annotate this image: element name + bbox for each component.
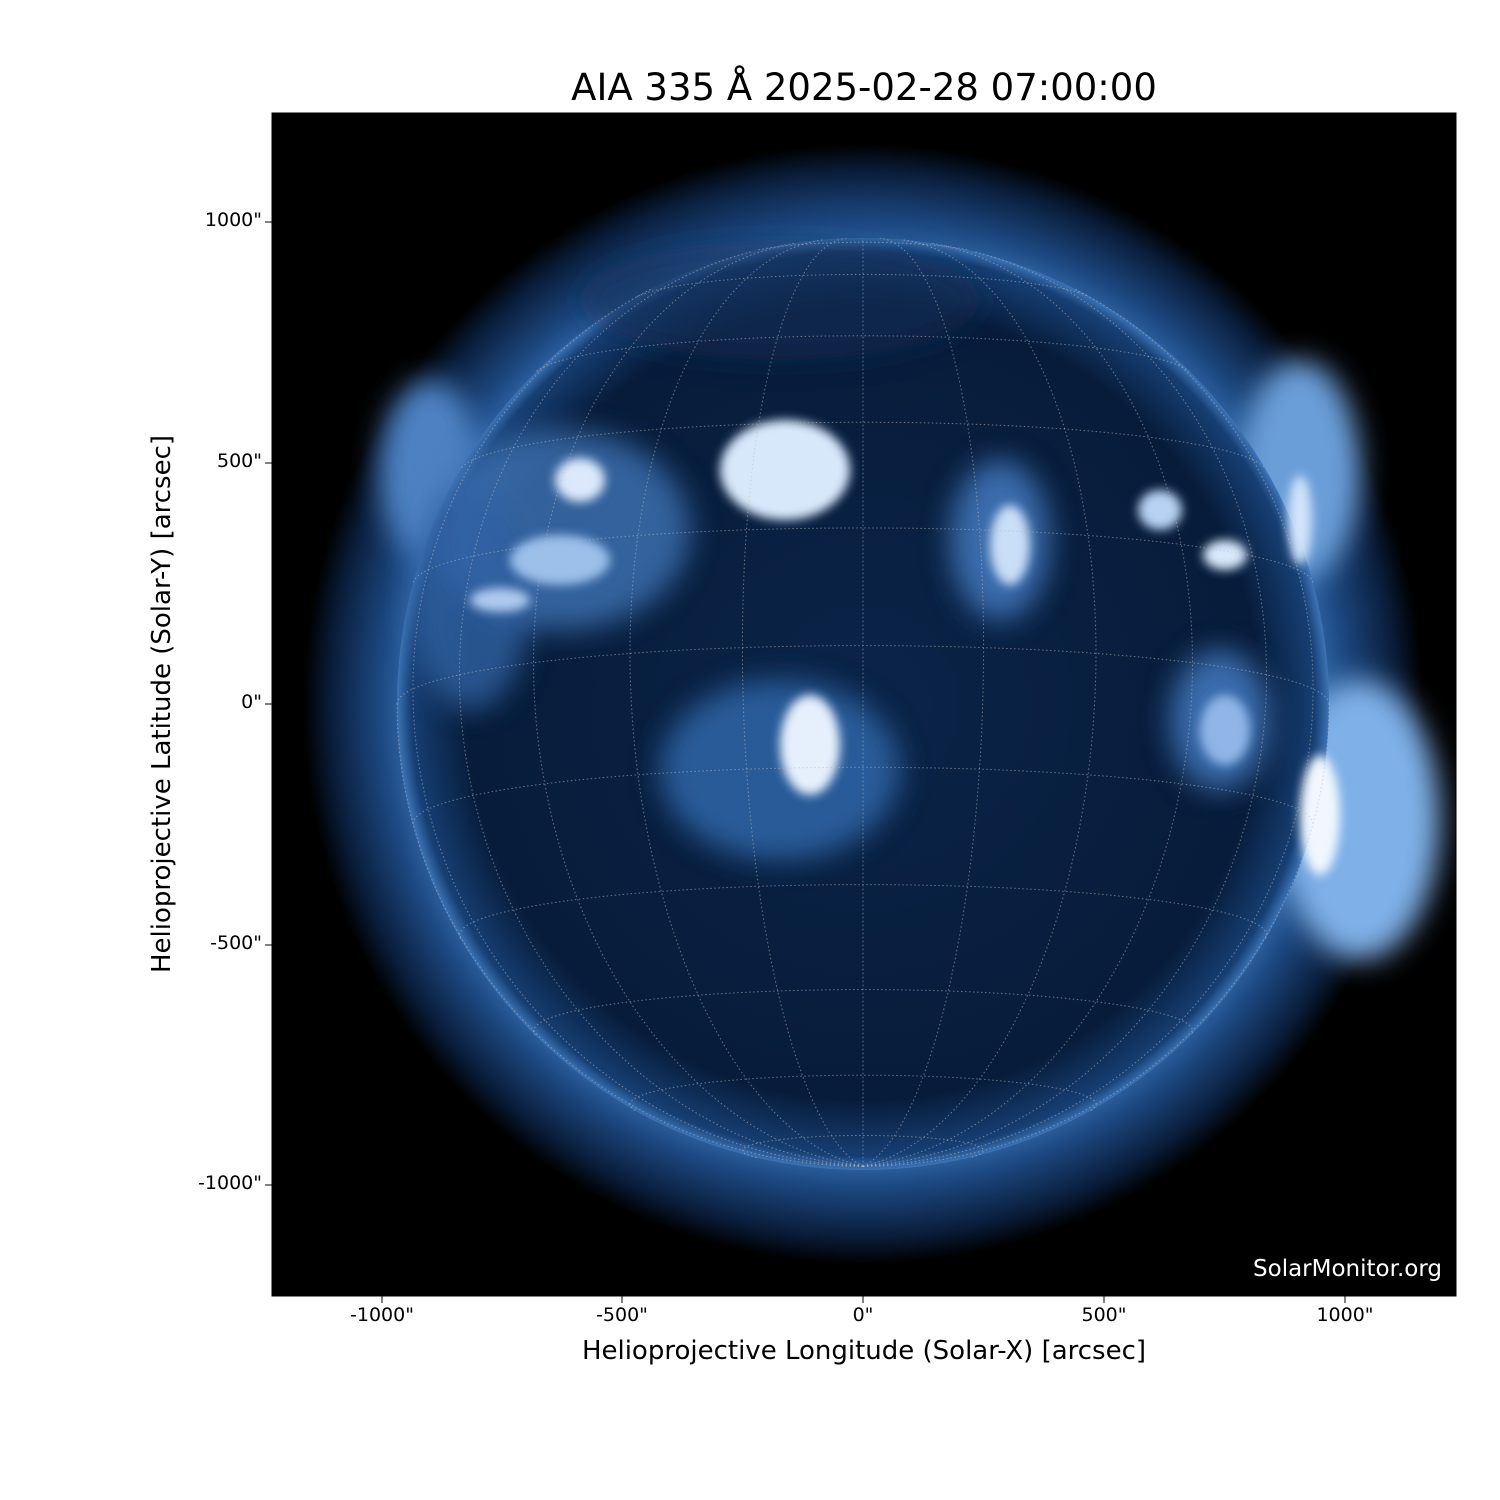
grid-line — [758, 241, 968, 251]
y-tick-label: 1000" — [204, 209, 262, 231]
y-tick-label: -1000" — [198, 1172, 262, 1194]
grid-line — [532, 989, 1194, 1036]
grid-line — [862, 288, 1314, 1167]
y-tick-label: 500" — [216, 450, 262, 472]
grid-line — [412, 766, 1314, 824]
grid-line — [412, 288, 864, 1167]
y-tick-label: 0" — [241, 691, 262, 713]
tick-marks — [265, 221, 1346, 1303]
bright-loops — [470, 420, 1340, 875]
x-tick-label: -500" — [596, 1304, 648, 1326]
x-tick-label: 500" — [1081, 1304, 1127, 1326]
grid-line — [412, 527, 1314, 583]
grid-line — [741, 237, 864, 1167]
grid-line — [396, 645, 1330, 705]
x-tick-label: -1000" — [350, 1304, 414, 1326]
y-tick-label: -500" — [210, 932, 262, 954]
watermark: SolarMonitor.org — [1253, 1256, 1442, 1282]
grid-line — [636, 273, 1090, 297]
grid-line — [536, 335, 1190, 372]
coordinate-grid — [396, 237, 1330, 1167]
grid-line — [862, 237, 985, 1167]
x-tick-label: 0" — [852, 1304, 874, 1326]
grid-line — [458, 884, 1268, 939]
y-axis-label: Helioprojective Latitude (Solar-Y) [arcs… — [147, 434, 177, 974]
grid-line — [862, 251, 1268, 1167]
plot-title: AIA 335 Å 2025-02-28 07:00:00 — [571, 66, 1157, 109]
grid-line — [629, 1074, 1097, 1111]
x-axis-label: Helioprojective Longitude (Solar-X) [arc… — [581, 1336, 1147, 1366]
grid-line — [629, 239, 864, 1167]
grid-line — [741, 1135, 985, 1159]
grid-line — [862, 239, 1097, 1167]
x-tick-label: 1000" — [1316, 1304, 1374, 1326]
grid-line — [458, 251, 864, 1167]
